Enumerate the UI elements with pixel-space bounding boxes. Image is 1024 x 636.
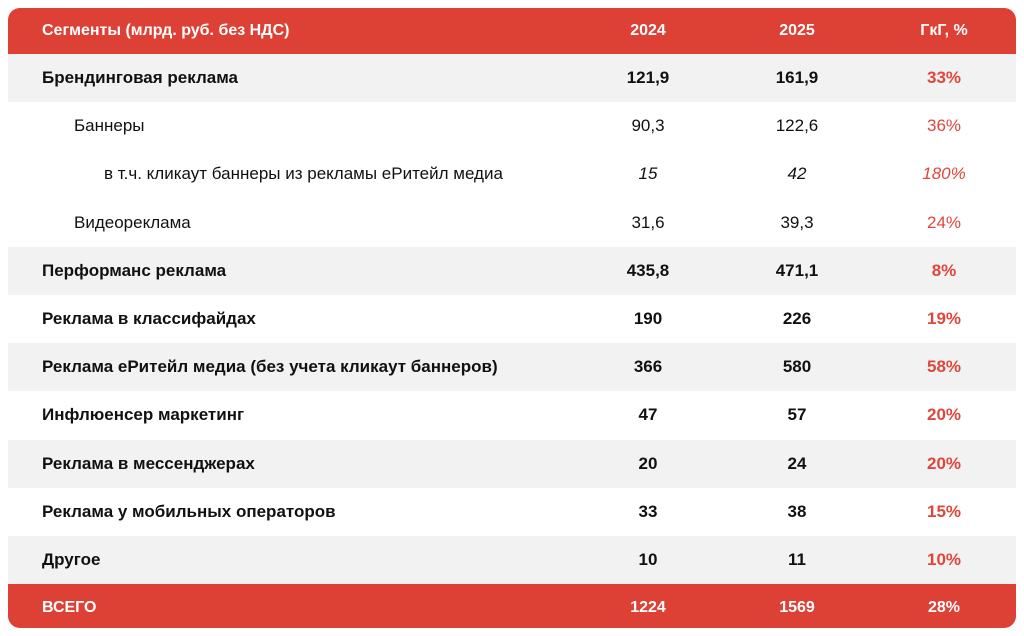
table-row: Реклама у мобильных операторов 33 38 15% — [8, 488, 1016, 536]
value-2024: 366 — [633, 357, 663, 377]
segment-name: Реклама в классифайдах — [42, 309, 256, 329]
total-yoy: 28% — [927, 599, 961, 617]
value-yoy: 24% — [926, 212, 962, 232]
table-row: в т.ч. кликаут баннеры из рекламы еРитей… — [8, 150, 1016, 198]
value-yoy: 36% — [926, 116, 962, 136]
value-2025: 24 — [787, 453, 807, 473]
segment-name: Видеореклама — [74, 212, 191, 232]
table-row: Реклама в мессенджерах 20 24 20% — [8, 439, 1016, 488]
segment-name: Брендинговая реклама — [42, 68, 239, 88]
value-yoy: 58% — [926, 357, 962, 377]
value-2025: 226 — [782, 309, 812, 329]
value-yoy: 19% — [926, 309, 962, 329]
value-2025: 471,1 — [775, 260, 819, 280]
value-2024: 10 — [638, 549, 658, 569]
value-2025: 11 — [788, 549, 806, 569]
value-2024: 435,8 — [626, 260, 670, 280]
header-2024: 2024 — [630, 22, 666, 39]
total-2025: 1569 — [779, 599, 815, 617]
value-yoy: 15% — [926, 501, 962, 521]
total-2024: 1224 — [630, 599, 666, 617]
segment-name: в т.ч. кликаут баннеры из рекламы еРитей… — [104, 164, 503, 184]
value-yoy: 20% — [926, 405, 962, 425]
table-row: Реклама в классифайдах 190 226 19% — [8, 295, 1016, 343]
table-row: Инфлюенсер маркетинг 47 57 20% — [8, 391, 1016, 439]
value-yoy: 180% — [922, 164, 966, 184]
value-2024: 190 — [633, 309, 663, 329]
segment-name: Реклама у мобильных операторов — [42, 501, 336, 521]
value-2024: 20 — [638, 453, 658, 473]
table-total-row: ВСЕГО 1224 1569 28% — [8, 584, 1016, 628]
value-2024: 90,3 — [631, 116, 665, 136]
segment-name: Реклама еРитейл медиа (без учета кликаут… — [42, 357, 498, 377]
value-2024: 15 — [638, 164, 658, 184]
header-segment: Сегменты (млрд. руб. без НДС) — [42, 22, 290, 39]
segment-name: Инфлюенсер маркетинг — [42, 405, 245, 425]
segment-name: Реклама в мессенджерах — [42, 453, 255, 473]
value-2025: 38 — [787, 501, 807, 521]
value-2025: 122,6 — [775, 116, 819, 136]
table-row: Реклама еРитейл медиа (без учета кликаут… — [8, 343, 1016, 392]
table-row: Другое 10 11 10% — [8, 535, 1016, 585]
value-2024: 47 — [638, 405, 658, 425]
value-yoy: 33% — [926, 68, 962, 88]
value-2024: 121,9 — [626, 68, 670, 88]
value-yoy: 20% — [926, 453, 962, 473]
header-yoy: ГкГ, % — [920, 22, 968, 39]
header-2025: 2025 — [779, 22, 815, 39]
segment-name: Другое — [42, 549, 101, 569]
table-row: Видеореклама 31,6 39,3 24% — [8, 199, 1016, 247]
value-2024: 31,6 — [631, 212, 665, 232]
value-yoy: 10% — [926, 549, 962, 569]
segment-name: Баннеры — [74, 116, 145, 136]
segment-name: Перформанс реклама — [42, 260, 227, 280]
table-header-row: Сегменты (млрд. руб. без НДС) 2024 2025 … — [8, 8, 1016, 54]
value-2025: 580 — [782, 357, 812, 377]
table-row: Баннеры 90,3 122,6 36% — [8, 102, 1016, 150]
value-yoy: 8% — [931, 260, 957, 280]
total-label: ВСЕГО — [42, 599, 97, 617]
table-row: Брендинговая реклама 121,9 161,9 33% — [8, 54, 1016, 103]
table-row: Перформанс реклама 435,8 471,1 8% — [8, 246, 1016, 295]
value-2025: 42 — [787, 164, 807, 184]
segments-table: Сегменты (млрд. руб. без НДС) 2024 2025 … — [8, 8, 1016, 628]
value-2025: 161,9 — [775, 68, 819, 88]
value-2024: 33 — [638, 501, 658, 521]
value-2025: 39,3 — [780, 212, 814, 232]
value-2025: 57 — [787, 405, 807, 425]
